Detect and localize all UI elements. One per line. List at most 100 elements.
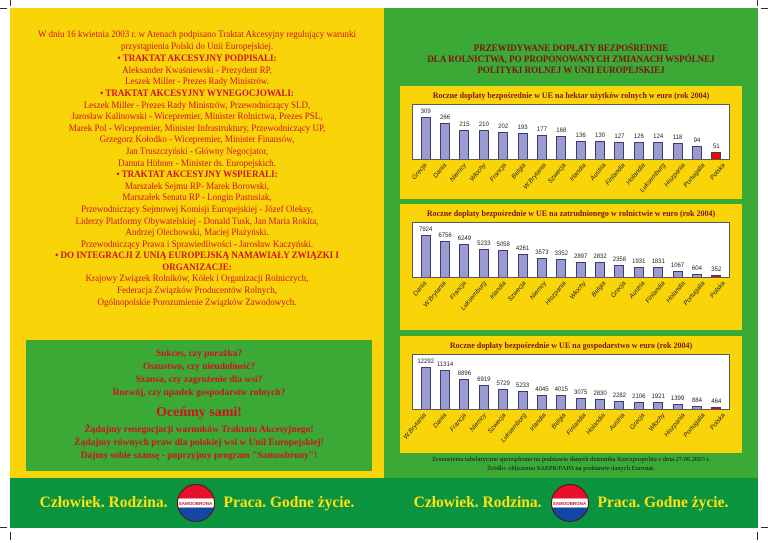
crop-mark xyxy=(761,8,768,9)
question-line: Sukces, czy porażka? xyxy=(155,349,243,359)
bar-column-Grecja: 309 xyxy=(416,109,435,159)
bar-value-label: 7924 xyxy=(419,226,433,233)
bar xyxy=(517,390,528,409)
x-axis-label: Niemcy xyxy=(468,411,488,433)
crop-mark xyxy=(757,532,758,540)
crop-mark xyxy=(0,527,7,528)
strip-text-right: Praca. Godne życie. xyxy=(597,494,729,511)
bar-column-Finlandia: 127 xyxy=(610,134,629,159)
bar-column-Francja: 8896 xyxy=(455,371,474,409)
x-axis-label: W.Brytania xyxy=(422,279,449,309)
bar-highlight xyxy=(711,151,722,159)
bar-value-label: 2358 xyxy=(612,256,627,263)
bar xyxy=(633,266,644,277)
x-axis-labels: Grecja Dania Niemcy Włochy Francja Belgia W.Br… xyxy=(410,160,730,194)
bar xyxy=(517,132,528,159)
x-axis-label: Włochy xyxy=(568,279,588,301)
bar-column-Portugalia: 604 xyxy=(687,266,706,277)
section-heading: • TRAKTAT AKCESYJNY WSPIERALI: xyxy=(116,169,278,180)
bar xyxy=(420,116,431,159)
plot-area: 309 266 215 210 202 193 177 168 136 130 127 126 124 1… xyxy=(412,103,730,160)
bar xyxy=(595,261,606,277)
bar xyxy=(556,258,567,277)
x-axis-label: Grecja xyxy=(410,161,429,181)
bar-value-label: 3352 xyxy=(554,250,568,257)
bar xyxy=(517,253,528,277)
plot-area: 7924 6756 6249 5233 5058 4261 3573 3352 2897 2832… xyxy=(412,221,730,278)
bar-value-label: 1931 xyxy=(632,258,646,265)
bar xyxy=(536,134,547,159)
bar-value-label: 464 xyxy=(711,398,722,405)
question-line: Oszustwo, czy nieudolność? xyxy=(142,362,256,372)
bar-column-W.Brytania: 6756 xyxy=(435,233,454,277)
samoobrona-logo-icon: SAMOOBRONA xyxy=(176,484,215,522)
bar xyxy=(672,142,683,159)
x-axis-label: Włochy xyxy=(468,161,488,183)
bar xyxy=(440,122,451,159)
x-axis-label: Finlandia xyxy=(644,279,667,305)
bar xyxy=(614,400,625,409)
section-line: Ogólnopolskie Porozumienie Związków Zawo… xyxy=(97,296,297,307)
bar-column-Irlandia: 136 xyxy=(571,133,590,159)
strip-text-left: Człowiek. Rodzina. xyxy=(39,494,168,511)
bar-value-label: 5058 xyxy=(496,241,510,248)
section-heading: • TRAKTAT AKCESYJNY WYNEGOCJOWALI: xyxy=(100,87,294,98)
bar xyxy=(536,257,547,277)
demand-line: Żądajmy równych praw dla polskiej wsi w … xyxy=(74,438,324,448)
title-line-1: PRZEWIDYWANE DOPŁATY BEZPOŚREDNIE xyxy=(473,43,669,53)
plot-area: 12292 11314 8896 6919 5729 5233 4045 4015 3075 28… xyxy=(412,353,730,410)
x-axis-label: Finlandia xyxy=(564,411,588,437)
bar-column-Luksemburg: 124 xyxy=(649,134,668,159)
strip-left-half: Człowiek. Rodzina. SAMOOBRONA Praca. God… xyxy=(10,478,384,528)
bar-value-label: 5729 xyxy=(496,380,510,387)
x-axis-label: Szwecja xyxy=(546,161,568,185)
chart-per-farm: Roczne dopłaty bezpośrednie w UE na gosp… xyxy=(400,336,742,453)
bar-column-Holandia: 1067 xyxy=(668,263,687,277)
bar-value-label: 1399 xyxy=(670,395,685,402)
bar-value-label: 266 xyxy=(440,114,451,121)
bar-column-Irlandia: 4045 xyxy=(532,387,551,409)
bar xyxy=(575,397,586,409)
x-axis-label: W.Brytania xyxy=(521,161,548,191)
bar-column-Finlandia: 3075 xyxy=(571,390,590,409)
section-line: Jan Truszczyński - Główny Negocjator, xyxy=(125,145,269,156)
bar-value-label: 3573 xyxy=(535,249,549,256)
right-page-title: PRZEWIDYWANE DOPŁATY BEZPOŚREDNIE DLA RO… xyxy=(408,43,734,76)
bar-column-Niemcy: 215 xyxy=(455,122,474,159)
x-axis-label: W.Brytania xyxy=(402,411,429,441)
bar-value-label: 118 xyxy=(672,134,683,141)
bar-value-label: 4015 xyxy=(554,386,568,393)
section-heading: • DO INTEGRACJI Z UNIĄ EUROPEJSKĄ NAMAWI… xyxy=(55,250,339,272)
bar-value-label: 11314 xyxy=(436,361,454,368)
bar-value-label: 202 xyxy=(498,123,509,130)
x-axis-label: Irlandia xyxy=(528,411,548,433)
footnotes: Zestawienia tabelaryczne sporządzono na … xyxy=(384,456,758,473)
bar-value-label: 884 xyxy=(691,397,702,404)
bar-column-Holandia: 2830 xyxy=(590,391,609,409)
crop-mark xyxy=(757,0,758,6)
bar-column-Włochy: 2897 xyxy=(571,254,590,277)
section-line: Liderzy Platformy Obywatelskiej - Donald… xyxy=(75,215,319,226)
title-line-3: POLITYKI ROLNEJ W UNII EUROPEJSKIEJ xyxy=(477,65,665,75)
bar xyxy=(575,140,586,159)
x-axis-label: Portugalia xyxy=(682,161,707,189)
bar xyxy=(498,131,509,159)
chart-title: Roczne dopłaty bezpośrednie w UE na gosp… xyxy=(449,341,693,350)
bar-value-label: 309 xyxy=(420,108,431,115)
chart-per-hectare: Roczne dopłaty bezpośrednie w UE na hekt… xyxy=(400,86,742,199)
bar-column-Luksemburg: 5233 xyxy=(474,241,493,277)
bar xyxy=(498,249,509,277)
strip-text-left: Człowiek. Rodzina. xyxy=(413,494,542,511)
bar-value-label: 168 xyxy=(556,127,567,134)
x-axis-label: Dania xyxy=(431,161,449,180)
section-line: Marszałek Senatu RP - Longin Pastusiak, xyxy=(122,192,272,203)
bar-value-label: 193 xyxy=(517,124,528,131)
logo-text: SAMOOBRONA xyxy=(178,500,213,506)
bar-highlight xyxy=(711,274,722,277)
bar-value-label: 352 xyxy=(711,266,722,273)
crop-mark xyxy=(10,532,11,540)
bar xyxy=(459,243,470,277)
demand-line: Żądajmy renegocjacji warunków Traktatu A… xyxy=(84,425,314,435)
bar-value-label: 2106 xyxy=(632,393,646,400)
